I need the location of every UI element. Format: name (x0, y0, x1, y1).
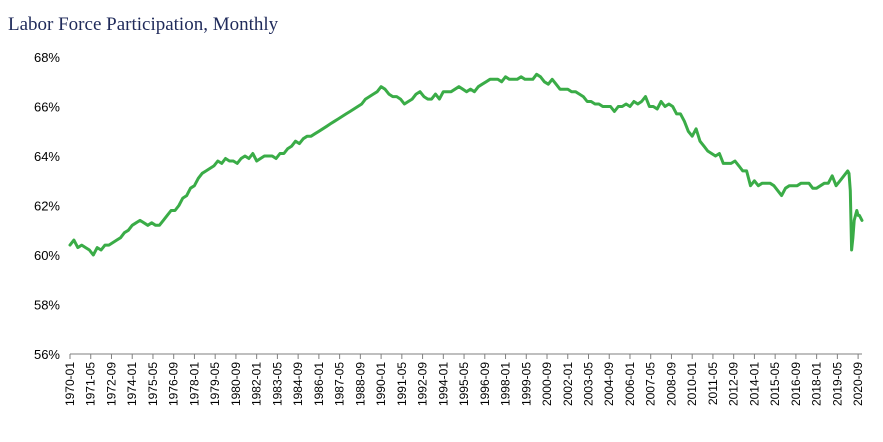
x-tick-label: 1976-09 (167, 362, 181, 406)
x-tick-label: 2006-01 (623, 362, 637, 406)
y-axis-ticks: 56% 58% 60% 62% 64% 66% 68% (34, 50, 60, 362)
x-tick-label: 1971-05 (84, 362, 98, 406)
x-tick-label: 1998-01 (499, 362, 513, 406)
x-tick-label: 1999-05 (519, 362, 533, 406)
x-tick-label: 1986-01 (312, 362, 326, 406)
x-tick-label: 2003-05 (581, 362, 595, 406)
y-tick-label: 68% (34, 50, 60, 65)
x-tick-label: 2020-09 (851, 362, 865, 406)
x-tick-label: 2004-09 (602, 362, 616, 406)
x-tick-label: 1978-01 (187, 362, 201, 406)
x-axis-ticks: 1970-01 1971-05 1972-09 1974-01 1975-05 1976-… (63, 354, 865, 406)
x-tick-label: 1990-01 (374, 362, 388, 406)
y-tick-label: 66% (34, 100, 60, 115)
x-tick-label: 2000-09 (540, 362, 554, 406)
x-tick-label: 2016-09 (789, 362, 803, 406)
y-tick-label: 58% (34, 298, 60, 313)
x-tick-label: 2008-09 (664, 362, 678, 406)
x-tick-label: 1972-09 (104, 362, 118, 406)
x-tick-label: 1982-01 (250, 362, 264, 406)
x-tick-label: 1992-09 (416, 362, 430, 406)
x-tick-label: 2018-01 (810, 362, 824, 406)
x-tick-label: 2012-09 (727, 362, 741, 406)
x-tick-label: 1991-05 (395, 362, 409, 406)
x-tick-label: 2007-05 (644, 362, 658, 406)
x-tick-label: 1974-01 (125, 362, 139, 406)
x-tick-label: 1970-01 (63, 362, 77, 406)
x-tick-label: 1996-09 (478, 362, 492, 406)
x-tick-label: 1979-05 (208, 362, 222, 406)
x-tick-label: 1988-09 (353, 362, 367, 406)
x-tick-label: 2014-01 (747, 362, 761, 406)
series-line (68, 72, 864, 257)
x-tick-label: 1987-05 (333, 362, 347, 406)
x-tick-label: 2002-01 (561, 362, 575, 406)
x-tick-label: 1995-05 (457, 362, 471, 406)
chart-title: Labor Force Participation, Monthly (8, 14, 279, 35)
x-tick-label: 1994-01 (436, 362, 450, 406)
y-tick-label: 62% (34, 199, 60, 214)
x-tick-label: 2019-05 (830, 362, 844, 406)
y-tick-label: 64% (34, 149, 60, 164)
x-tick-label: 1980-09 (229, 362, 243, 406)
x-tick-label: 2011-05 (706, 362, 720, 405)
x-tick-label: 2010-01 (685, 362, 699, 406)
y-tick-label: 60% (34, 248, 60, 263)
y-tick-label: 56% (34, 347, 60, 362)
x-tick-label: 2015-05 (768, 362, 782, 406)
x-tick-label: 1984-09 (291, 362, 305, 406)
x-tick-label: 1975-05 (146, 362, 160, 406)
x-tick-label: 1983-05 (270, 362, 284, 406)
